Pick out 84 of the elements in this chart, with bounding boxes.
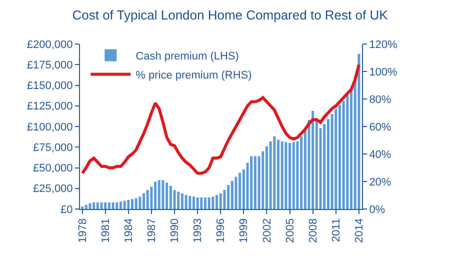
x-tick-label: 1987	[146, 218, 158, 243]
bar	[146, 190, 149, 209]
x-tick-label: 1999	[238, 218, 250, 243]
bar	[216, 194, 218, 209]
y-tick-label: £100,000	[26, 121, 73, 134]
bar	[192, 196, 195, 209]
bar	[184, 194, 188, 209]
bar	[138, 196, 142, 209]
y2-tick-label: 40%	[369, 148, 392, 161]
bar	[173, 190, 176, 209]
bar	[119, 202, 122, 209]
y2-tick-label: 0%	[369, 204, 386, 216]
bar	[166, 182, 168, 209]
x-tick-label: 2005	[284, 218, 296, 243]
y-tick-label: £175,000	[26, 59, 73, 72]
y-tick-label: £50,000	[33, 162, 73, 175]
y-tick-label: £125,000	[26, 100, 73, 113]
bar	[277, 140, 280, 209]
bar	[96, 202, 99, 209]
bar	[227, 185, 230, 209]
x-tick-label: 2014	[354, 218, 366, 243]
x-tick-label: 2008	[307, 218, 320, 243]
y2-tick-label: 100%	[369, 66, 398, 78]
bar	[158, 180, 160, 209]
bar	[212, 196, 214, 209]
y-tick-label: £200,000	[26, 38, 73, 51]
bar	[123, 200, 126, 209]
y2-tick-label: 20%	[369, 176, 392, 188]
x-tick-label: 1993	[192, 218, 204, 243]
x-tick-label: 2011	[330, 218, 342, 242]
bar	[234, 176, 238, 209]
bar	[219, 193, 222, 209]
bar	[142, 193, 146, 209]
y2-tick-label: 60%	[369, 121, 392, 134]
bar	[162, 180, 164, 209]
x-tick-label: 1981	[100, 218, 112, 243]
y2-tick-label: 120%	[369, 38, 398, 51]
legend-label: % price premium (RHS)	[136, 69, 252, 82]
bar	[250, 156, 253, 209]
bar	[134, 198, 138, 209]
bar	[254, 156, 256, 209]
bar	[88, 203, 92, 209]
x-tick-label: 1990	[169, 218, 182, 243]
y-tick-label: £150,000	[26, 80, 73, 92]
y-tick-label: £75,000	[33, 142, 73, 154]
bar	[116, 202, 118, 209]
bar	[230, 180, 234, 209]
bar	[284, 142, 288, 209]
x-tick-label: 1978	[76, 218, 89, 243]
bar	[84, 204, 88, 209]
y-tick-label: £0	[60, 204, 73, 216]
bar	[196, 197, 199, 209]
bar	[338, 105, 341, 209]
bar	[154, 182, 157, 209]
bar	[131, 199, 134, 209]
bar	[169, 186, 172, 209]
y-tick-label: £25,000	[33, 183, 73, 196]
bar	[288, 143, 292, 209]
bar	[273, 136, 276, 209]
bar	[238, 172, 242, 209]
bar	[92, 202, 96, 209]
bar	[334, 109, 338, 209]
x-tick-label: 2002	[261, 218, 274, 243]
x-tick-label: 1996	[215, 218, 228, 243]
bar	[208, 197, 210, 209]
bar	[188, 196, 192, 209]
bar	[100, 202, 103, 209]
bar	[104, 202, 107, 209]
bar	[204, 197, 206, 209]
legend-label: Cash premium (LHS)	[136, 50, 239, 62]
bar	[112, 202, 114, 209]
bar	[108, 202, 110, 209]
bar	[358, 54, 360, 209]
y2-tick-label: 80%	[369, 94, 392, 106]
bar	[180, 193, 184, 209]
bar	[177, 192, 180, 209]
bar	[127, 200, 130, 209]
x-tick-label: 1984	[122, 218, 135, 243]
bar	[200, 197, 203, 209]
bar	[292, 142, 295, 209]
bar	[312, 110, 314, 209]
bar	[280, 141, 284, 209]
chart-title: Cost of Typical London Home Compared to Rest of UK	[72, 8, 388, 23]
line-series	[80, 63, 360, 175]
